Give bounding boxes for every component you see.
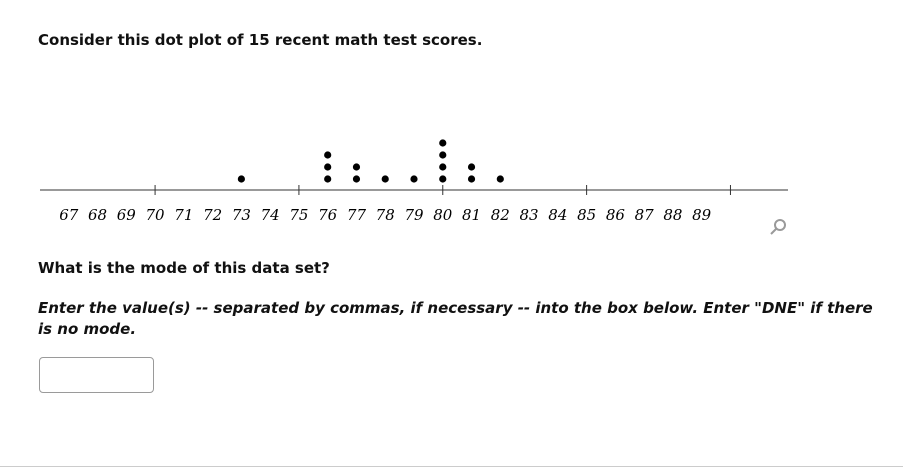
dot bbox=[324, 175, 332, 183]
x-tick-label: 70 bbox=[146, 206, 166, 224]
x-tick-label: 82 bbox=[491, 206, 510, 224]
dot bbox=[439, 139, 447, 147]
dot bbox=[439, 163, 447, 171]
x-tick-label: 73 bbox=[232, 206, 251, 224]
dot-plot: 67 68 69 70 71 72 73 74 75 76 77 78 79 80 81 82 83 84 85 86… bbox=[40, 139, 788, 235]
dot bbox=[439, 151, 447, 159]
x-tick-label: 78 bbox=[376, 206, 395, 224]
x-tick-label: 81 bbox=[462, 206, 481, 224]
x-tick-label: 76 bbox=[318, 206, 338, 224]
x-tick-label: 88 bbox=[663, 206, 682, 224]
intro-text: Consider this dot plot of 15 recent math… bbox=[38, 31, 483, 49]
x-tick-label: 67 bbox=[59, 206, 79, 224]
dot bbox=[352, 163, 361, 171]
magnifier-icon[interactable] bbox=[770, 219, 786, 235]
x-tick-label: 72 bbox=[203, 206, 222, 224]
dot bbox=[324, 151, 332, 159]
dot bbox=[381, 175, 389, 183]
x-tick-label: 69 bbox=[117, 206, 137, 224]
dot bbox=[410, 175, 418, 183]
dot bbox=[496, 175, 504, 183]
question-text: What is the mode of this data set? bbox=[38, 259, 330, 277]
divider bbox=[0, 466, 903, 467]
x-tick-label: 86 bbox=[606, 206, 626, 224]
x-tick-label: 74 bbox=[261, 206, 280, 224]
x-tick-label: 68 bbox=[88, 206, 107, 224]
x-tick-label: 75 bbox=[289, 206, 308, 224]
instructions: Enter the value(s) -- separated by comma… bbox=[38, 299, 873, 338]
x-tick-label: 85 bbox=[577, 206, 596, 224]
answer-input[interactable] bbox=[39, 357, 154, 393]
dot bbox=[324, 163, 332, 171]
dot bbox=[237, 175, 245, 183]
x-tick-label: 83 bbox=[520, 206, 539, 224]
dot bbox=[467, 175, 476, 183]
dot bbox=[439, 175, 447, 183]
dot bbox=[467, 163, 476, 171]
x-tick-label: 84 bbox=[548, 206, 567, 224]
x-tick-label: 80 bbox=[433, 206, 453, 224]
dot bbox=[352, 175, 361, 183]
x-tick-label: 79 bbox=[404, 206, 424, 224]
x-tick-label: 89 bbox=[692, 206, 712, 224]
x-tick-label: 71 bbox=[174, 206, 193, 224]
x-tick-label: 87 bbox=[635, 206, 655, 224]
x-tick-label: 77 bbox=[347, 206, 367, 224]
